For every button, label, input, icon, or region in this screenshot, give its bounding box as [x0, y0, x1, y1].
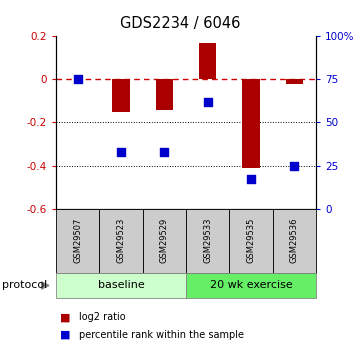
Text: GSM29507: GSM29507 — [73, 218, 82, 263]
Point — [118, 149, 124, 155]
Text: GSM29535: GSM29535 — [247, 218, 255, 263]
Text: percentile rank within the sample: percentile rank within the sample — [79, 330, 244, 339]
Text: GSM29536: GSM29536 — [290, 218, 299, 263]
Bar — [156, 79, 173, 109]
Point — [248, 177, 254, 182]
Bar — [199, 43, 216, 79]
Bar — [286, 79, 303, 83]
Text: protocol: protocol — [2, 280, 47, 290]
Text: GSM29533: GSM29533 — [203, 218, 212, 263]
Text: GSM29529: GSM29529 — [160, 218, 169, 263]
Bar — [112, 79, 130, 112]
Point — [75, 77, 81, 82]
Text: baseline: baseline — [97, 280, 144, 290]
Point — [161, 149, 167, 155]
Bar — [242, 79, 260, 168]
Text: GSM29523: GSM29523 — [117, 218, 125, 263]
Text: ■: ■ — [60, 330, 70, 339]
Text: log2 ratio: log2 ratio — [79, 313, 126, 322]
Text: GDS2234 / 6046: GDS2234 / 6046 — [120, 16, 241, 30]
Text: 20 wk exercise: 20 wk exercise — [209, 280, 292, 290]
Point — [205, 99, 210, 105]
Text: ■: ■ — [60, 313, 70, 322]
Point — [291, 163, 297, 168]
